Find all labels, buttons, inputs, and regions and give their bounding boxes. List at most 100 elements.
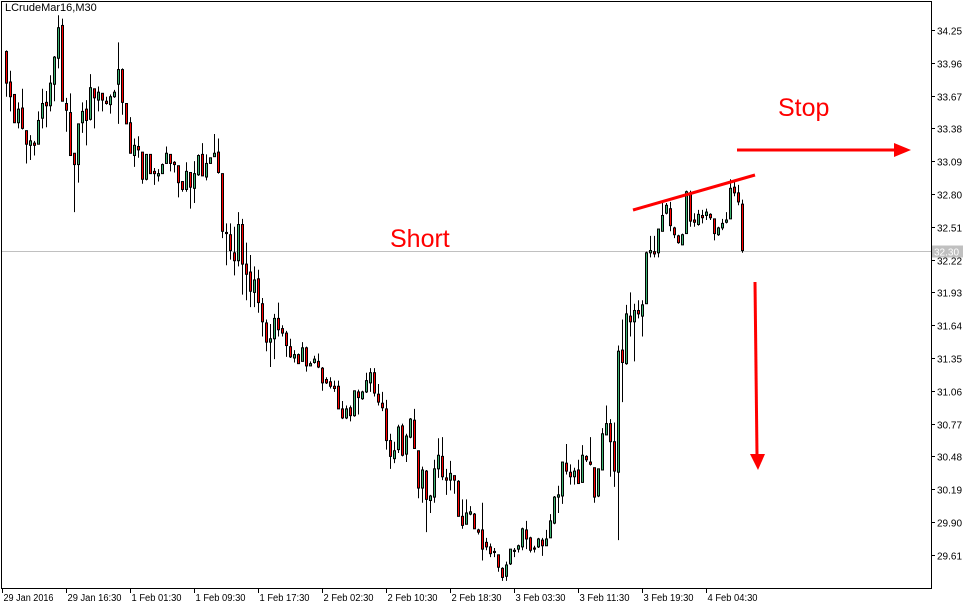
candle [689,190,692,227]
candle [741,199,744,253]
time-axis[interactable]: 29 Jan 2016 29 Jan 16:30 1 Feb 01:30 1 Feb … [2,589,758,604]
candle [341,400,344,420]
candle [125,102,128,125]
bearish-candle-body [5,50,8,84]
bearish-candle-body [69,112,72,157]
bearish-candle-body [613,441,616,472]
bearish-candle-body [713,218,716,235]
bullish-candle-body [273,317,276,340]
candle [241,218,244,295]
bearish-candle-body [181,181,184,190]
resistance-trendline[interactable] [632,173,756,212]
candle [53,55,56,102]
candle [45,91,48,128]
candle [361,390,364,400]
candle [697,209,700,226]
bullish-candle-body [437,454,440,470]
x-tick-label: 1 Feb 01:30 [132,593,182,604]
candle [261,298,264,337]
bearish-candle-body [173,161,176,166]
bullish-candle-body [97,91,100,101]
bearish-candle-body [101,92,104,101]
candle [85,100,88,146]
bullish-candle-body [109,96,112,106]
bearish-candle-body [261,303,264,323]
candle [221,173,224,239]
candle [105,96,108,105]
bullish-candle-body [605,423,608,436]
x-tick-label: 2 Feb 02:30 [324,593,374,604]
bullish-candle-body [409,418,412,438]
candle [561,461,564,504]
bullish-candle-body [193,173,196,189]
y-tick-label: 31.06 [937,388,962,399]
bearish-candle-body [21,107,24,129]
candle [557,485,560,513]
candle [249,255,252,308]
candle [69,93,72,157]
bearish-candle-body [577,469,580,485]
candle [713,218,716,241]
bearish-candle-body [493,550,496,554]
candle [401,423,404,457]
bullish-candle-body [561,461,564,497]
bullish-candle-body [573,470,576,478]
candle [225,223,228,266]
candle [665,203,668,215]
bearish-candle-body [65,102,68,111]
candle [9,70,12,112]
candle [721,218,724,231]
bearish-candle-body [61,24,64,102]
candle [433,459,436,503]
y-tick-label: 33.96 [937,60,962,71]
bearish-candle-body [329,381,332,387]
bearish-candle-body [105,100,108,104]
bearish-candle-body [277,317,280,331]
candle [293,350,296,363]
candle [301,342,304,362]
current-price-label: 32.30 [934,248,959,259]
candle [381,391,384,412]
candle [641,300,644,337]
short-annotation: Short [390,225,450,253]
candle [321,367,324,391]
bearish-candle-body [701,214,704,219]
bearish-candle-body [669,208,672,227]
bearish-candle-body [297,354,300,365]
bearish-candle-body [229,234,232,252]
candle [517,544,520,553]
price-axis[interactable]: 34.25 33.96 33.67 33.38 33.09 32.80 32.51 32.22… [931,27,963,563]
candle [265,319,268,352]
candle [661,203,664,232]
candle [117,42,120,124]
candle [61,18,64,102]
candle [481,502,484,561]
bearish-candle-body [257,278,260,304]
candle [97,86,100,112]
bearish-candle-body [485,541,488,548]
bullish-candle-body [161,164,164,175]
candle [733,180,736,197]
bullish-candle-body [549,520,552,539]
bearish-candle-body [653,251,656,255]
bearish-candle-body [501,567,504,578]
short-arrow-shaft[interactable] [753,281,759,456]
candle [129,117,132,154]
candle [717,226,720,236]
bullish-candle-body [645,252,648,305]
chart-title: LCrudeMar16,M30 [5,2,97,14]
bearish-candle-body [585,455,588,461]
bearish-candle-body [245,263,248,275]
bearish-candle-body [85,108,88,121]
candle [57,15,60,69]
candle [21,88,24,130]
bearish-candle-body [153,170,156,175]
candle [429,494,432,513]
candle [493,548,496,558]
bearish-candle-body [265,322,268,343]
bearish-candle-body [289,346,292,358]
candle [673,226,676,239]
candle [177,165,180,198]
candle [473,512,476,530]
